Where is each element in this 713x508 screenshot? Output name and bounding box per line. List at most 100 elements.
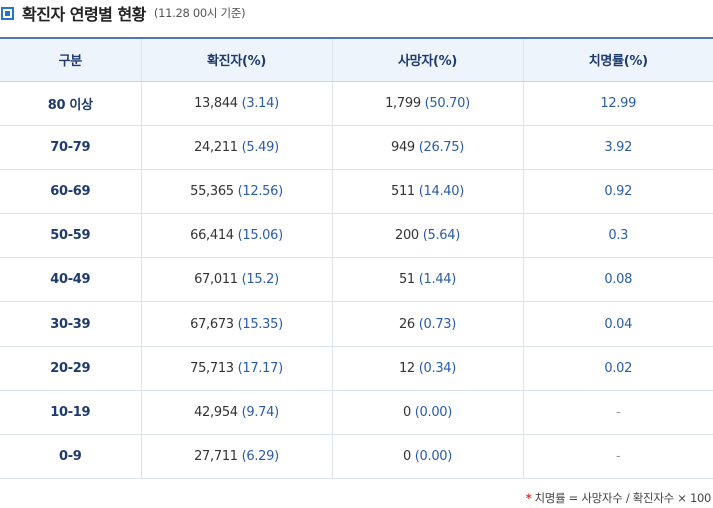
cases-percent: (6.29) xyxy=(241,449,280,465)
age-group-cell: 80 이상 xyxy=(0,81,141,126)
cases-cell: 27,711 (6.29) xyxy=(140,434,332,480)
cases-value: 24,211 xyxy=(194,139,238,155)
table-row: 30-39 67,673 (15.35) 26 (0.73) 0.04 xyxy=(0,301,713,347)
fatality-rate-cell: 0.92 xyxy=(522,169,713,215)
cases-value: 27,711 xyxy=(194,449,238,465)
table-row: 40-49 67,011 (15.2) 51 (1.44) 0.08 xyxy=(0,257,713,303)
deaths-cell: 26 (0.73) xyxy=(331,301,523,347)
cases-percent: (9.74) xyxy=(241,404,280,420)
fatality-rate-cell: - xyxy=(522,434,713,480)
deaths-percent: (0.00) xyxy=(414,404,453,420)
cases-cell: 67,011 (15.2) xyxy=(140,257,332,303)
cases-percent: (12.56) xyxy=(237,183,284,199)
deaths-value: 0 xyxy=(402,404,411,420)
column-header-fatality-rate: 치명률(%) xyxy=(522,37,713,82)
footnote-text: 치명률 = 사망자수 / 확진자수 × 100 xyxy=(534,491,711,505)
cases-value: 67,011 xyxy=(194,272,238,288)
page-subtitle: (11.28 00시 기준) xyxy=(153,6,246,20)
cases-cell: 55,365 (12.56) xyxy=(140,169,332,215)
deaths-value: 0 xyxy=(402,449,411,465)
fatality-rate-cell: - xyxy=(522,390,713,436)
age-group-cell: 70-79 xyxy=(0,125,141,170)
cases-cell: 13,844 (3.14) xyxy=(140,81,332,126)
age-group-cell: 0-9 xyxy=(0,434,141,480)
age-group-cell: 40-49 xyxy=(0,257,141,303)
cases-cell: 24,211 (5.49) xyxy=(140,125,332,170)
cases-percent: (5.49) xyxy=(241,139,280,155)
deaths-value: 26 xyxy=(398,316,415,332)
deaths-cell: 0 (0.00) xyxy=(331,390,523,436)
table-row: 0-9 27,711 (6.29) 0 (0.00) - xyxy=(0,434,713,480)
deaths-percent: (26.75) xyxy=(418,139,465,155)
fatality-rate-value: 0.04 xyxy=(604,316,633,332)
fatality-rate-value: 3.92 xyxy=(604,139,633,155)
cases-value: 55,365 xyxy=(190,183,234,199)
deaths-percent: (1.44) xyxy=(418,272,457,288)
cases-value: 13,844 xyxy=(194,95,238,111)
cases-value: 75,713 xyxy=(190,360,234,376)
cases-percent: (3.14) xyxy=(241,95,280,111)
fatality-rate-value: 12.99 xyxy=(600,95,637,111)
footnote-star: * xyxy=(525,491,532,505)
fatality-rate-cell: 0.3 xyxy=(522,213,713,259)
cases-cell: 66,414 (15.06) xyxy=(140,213,332,259)
deaths-cell: 51 (1.44) xyxy=(331,257,523,303)
deaths-percent: (50.70) xyxy=(424,95,471,111)
deaths-value: 200 xyxy=(394,228,419,244)
age-group-cell: 50-59 xyxy=(0,213,141,259)
deaths-cell: 200 (5.64) xyxy=(331,213,523,259)
deaths-percent: (0.73) xyxy=(418,316,457,332)
age-group-cell: 20-29 xyxy=(0,346,141,391)
fatality-rate-value: 0.08 xyxy=(604,272,633,288)
table-row: 70-79 24,211 (5.49) 949 (26.75) 3.92 xyxy=(0,125,713,170)
page-title: 확진자 연령별 현황 xyxy=(22,5,146,24)
deaths-value: 51 xyxy=(398,272,415,288)
table-row: 20-29 75,713 (17.17) 12 (0.34) 0.02 xyxy=(0,346,713,391)
deaths-cell: 949 (26.75) xyxy=(331,125,523,170)
cases-cell: 75,713 (17.17) xyxy=(140,346,332,391)
deaths-percent: (5.64) xyxy=(422,228,461,244)
age-group-cell: 60-69 xyxy=(0,169,141,215)
deaths-value: 12 xyxy=(398,360,415,376)
fatality-rate-value: 0.02 xyxy=(604,360,633,376)
deaths-percent: (0.34) xyxy=(418,360,457,376)
section-header: 확진자 연령별 현황 (11.28 00시 기준) xyxy=(0,0,246,26)
deaths-cell: 1,799 (50.70) xyxy=(331,81,523,126)
age-stats-table: 구분 확진자(%) 사망자(%) 치명률(%) 80 이상 13,844 (3.1… xyxy=(0,37,713,480)
footnote: * 치명률 = 사망자수 / 확진자수 × 100 xyxy=(525,490,712,506)
cases-value: 67,673 xyxy=(190,316,234,332)
cases-value: 42,954 xyxy=(194,404,238,420)
fatality-rate-value: - xyxy=(616,404,621,420)
age-group-cell: 10-19 xyxy=(0,390,141,436)
fatality-rate-value: - xyxy=(616,449,621,465)
age-group-cell: 30-39 xyxy=(0,301,141,347)
cases-value: 66,414 xyxy=(190,228,234,244)
fatality-rate-cell: 3.92 xyxy=(522,125,713,170)
column-header-category: 구분 xyxy=(0,37,141,82)
cases-percent: (15.35) xyxy=(237,316,284,332)
fatality-rate-cell: 0.04 xyxy=(522,301,713,347)
column-header-cases: 확진자(%) xyxy=(140,37,332,82)
cases-percent: (15.06) xyxy=(237,228,284,244)
table-row: 50-59 66,414 (15.06) 200 (5.64) 0.3 xyxy=(0,213,713,259)
table-header-row: 구분 확진자(%) 사망자(%) 치명률(%) xyxy=(0,37,713,82)
fatality-rate-value: 0.3 xyxy=(608,228,629,244)
cases-percent: (15.2) xyxy=(241,272,280,288)
deaths-cell: 0 (0.00) xyxy=(331,434,523,480)
square-bullet-icon xyxy=(1,6,14,20)
fatality-rate-cell: 0.08 xyxy=(522,257,713,303)
table-row: 60-69 55,365 (12.56) 511 (14.40) 0.92 xyxy=(0,169,713,215)
deaths-percent: (0.00) xyxy=(414,449,453,465)
column-header-deaths: 사망자(%) xyxy=(331,37,523,82)
deaths-value: 1,799 xyxy=(385,95,421,111)
deaths-cell: 12 (0.34) xyxy=(331,346,523,391)
cases-percent: (17.17) xyxy=(237,360,284,376)
cases-cell: 67,673 (15.35) xyxy=(140,301,332,347)
fatality-rate-cell: 12.99 xyxy=(522,81,713,126)
deaths-cell: 511 (14.40) xyxy=(331,169,523,215)
deaths-value: 511 xyxy=(390,183,415,199)
table-row: 80 이상 13,844 (3.14) 1,799 (50.70) 12.99 xyxy=(0,81,713,126)
cases-cell: 42,954 (9.74) xyxy=(140,390,332,436)
deaths-percent: (14.40) xyxy=(418,183,465,199)
fatality-rate-cell: 0.02 xyxy=(522,346,713,391)
